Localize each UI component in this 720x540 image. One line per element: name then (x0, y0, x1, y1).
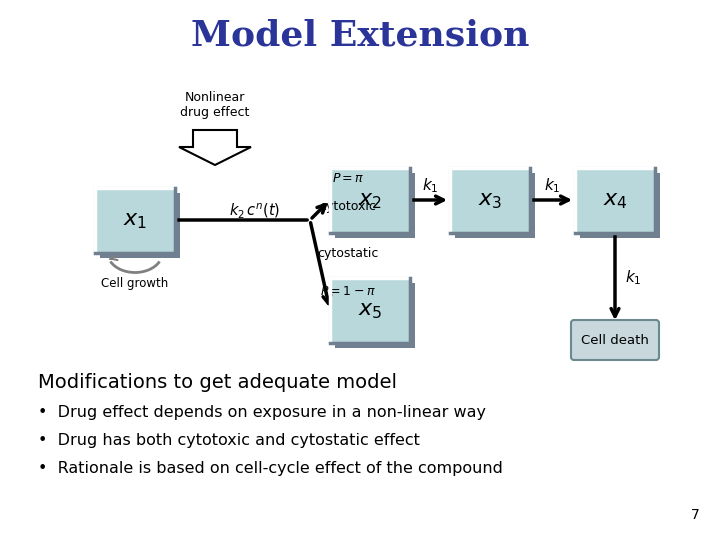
Text: $k_1$: $k_1$ (625, 268, 642, 287)
Text: Cell growth: Cell growth (102, 278, 168, 291)
Text: $k_1$: $k_1$ (544, 176, 561, 195)
FancyBboxPatch shape (330, 167, 410, 233)
Text: Nonlinear
drug effect: Nonlinear drug effect (180, 91, 250, 119)
FancyBboxPatch shape (95, 187, 175, 253)
Text: $x_2$: $x_2$ (358, 189, 382, 211)
Text: Modifications to get adequate model: Modifications to get adequate model (38, 373, 397, 392)
Text: •  Drug has both cytotoxic and cytostatic effect: • Drug has both cytotoxic and cytostatic… (38, 433, 420, 448)
FancyBboxPatch shape (100, 192, 180, 258)
FancyBboxPatch shape (330, 278, 410, 342)
Polygon shape (179, 130, 251, 165)
Text: •  Rationale is based on cell-cycle effect of the compound: • Rationale is based on cell-cycle effec… (38, 461, 503, 476)
Text: 7: 7 (691, 508, 700, 522)
Text: Cell death: Cell death (581, 334, 649, 347)
Text: Model Extension: Model Extension (191, 18, 529, 52)
FancyBboxPatch shape (571, 320, 659, 360)
Text: $P=\pi$: $P=\pi$ (332, 172, 364, 185)
FancyBboxPatch shape (575, 167, 655, 233)
Text: $x_3$: $x_3$ (478, 189, 502, 211)
Text: $k_2\,c^n(t)$: $k_2\,c^n(t)$ (230, 200, 281, 219)
Text: $x_1$: $x_1$ (123, 209, 147, 231)
Text: •  Drug effect depends on exposure in a non-linear way: • Drug effect depends on exposure in a n… (38, 404, 486, 420)
FancyBboxPatch shape (450, 167, 530, 233)
Text: $k_1$: $k_1$ (422, 176, 438, 195)
FancyBboxPatch shape (335, 172, 415, 238)
FancyBboxPatch shape (335, 282, 415, 348)
Text: $x_5$: $x_5$ (358, 299, 382, 321)
Text: cytostatic: cytostatic (318, 247, 379, 260)
FancyBboxPatch shape (580, 172, 660, 238)
Text: $x_4$: $x_4$ (603, 189, 627, 211)
Text: cytotoxic: cytotoxic (320, 200, 377, 213)
Text: $P=1-\pi$: $P=1-\pi$ (320, 285, 376, 298)
FancyBboxPatch shape (455, 172, 535, 238)
